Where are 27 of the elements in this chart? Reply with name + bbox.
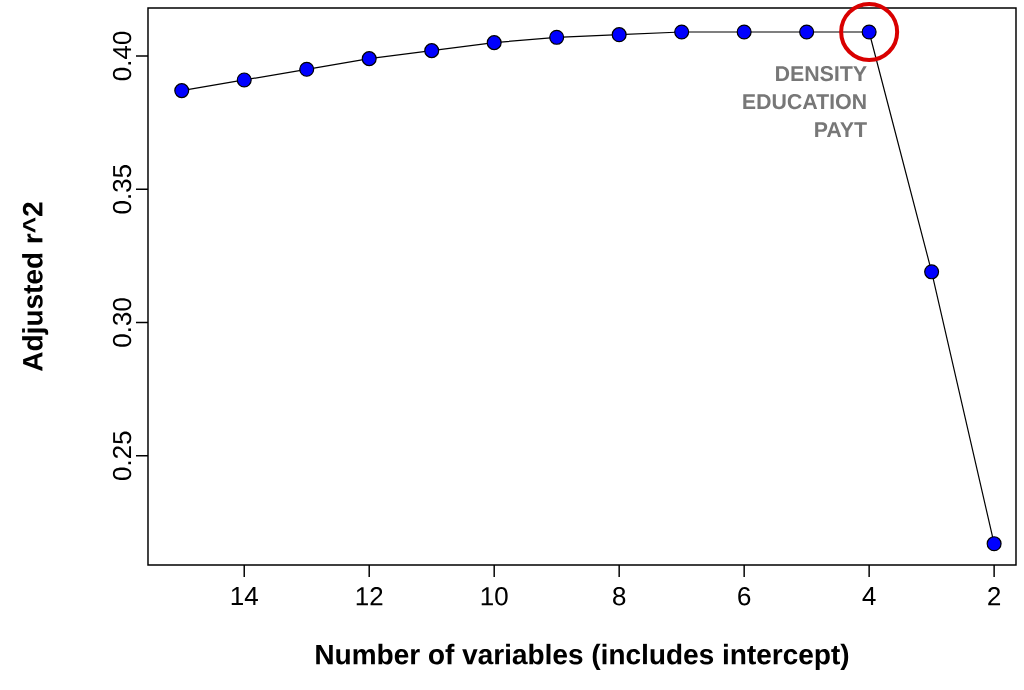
- point: [799, 24, 815, 40]
- x-axis-title: Number of variables (includes intercept): [316, 643, 849, 670]
- x-tick-label: 14: [231, 587, 258, 605]
- y-tick-label: 0.35: [112, 165, 132, 214]
- y-tick-label: 0.30: [112, 298, 132, 347]
- annotation: DENSITY EDUCATION PAYT: [743, 66, 867, 137]
- point: [361, 51, 377, 67]
- point: [986, 536, 1002, 552]
- y-tick-label: 0.40: [112, 31, 132, 81]
- point: [674, 24, 690, 40]
- point: [611, 27, 627, 43]
- point: [736, 24, 752, 40]
- y-axis-title: Adjusted r^2: [22, 202, 49, 371]
- x-tick-label: 6: [738, 587, 751, 606]
- point: [424, 43, 440, 59]
- point: [174, 83, 190, 99]
- point: [549, 29, 565, 45]
- point: [236, 72, 252, 88]
- x-tick-label: 12: [356, 587, 383, 606]
- x-tick-label: 4: [862, 587, 876, 605]
- x-tick-label: 8: [613, 587, 626, 606]
- point: [924, 264, 940, 280]
- point: [486, 35, 502, 51]
- y-tick-label: 0.25: [112, 431, 132, 481]
- x-tick-label: 10: [481, 587, 508, 606]
- x-tick-label: 2: [988, 587, 1001, 606]
- point: [299, 61, 315, 77]
